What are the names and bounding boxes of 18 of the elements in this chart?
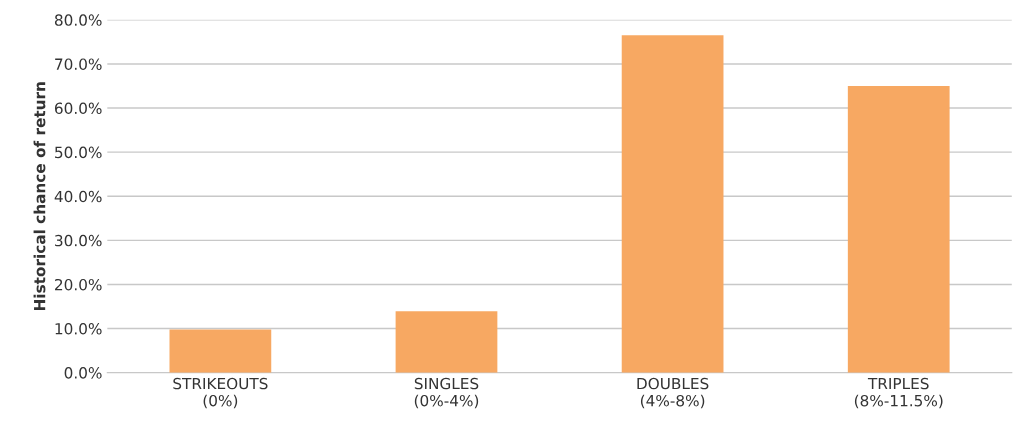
y-tick-label: 30.0% [55, 234, 102, 247]
y-tick-label: 50.0% [55, 146, 102, 159]
y-tick-label: 20.0% [55, 278, 102, 291]
x-tick-label: SINGLES (0%-4%) [414, 377, 479, 409]
y-tick-label: 0.0% [64, 367, 102, 379]
x-tick-label: TRIPLES (8%-11.5%) [854, 377, 943, 409]
y-tick-label: 70.0% [55, 58, 102, 70]
y-tick-label: 80.0% [54, 14, 102, 26]
x-tick-label: DOUBLES (4%-8%) [637, 377, 709, 409]
y-tick-label: 10.0% [55, 323, 102, 335]
x-tick-label: STRIKEOUTS (0%) [173, 377, 268, 409]
y-tick-label: 60.0% [54, 102, 102, 115]
y-tick-label: 40.0% [54, 190, 102, 203]
bar [847, 86, 950, 373]
bar [169, 329, 272, 373]
bar [621, 35, 724, 373]
y-axis-title: Historical chance of return [33, 82, 46, 311]
bar [395, 311, 498, 373]
